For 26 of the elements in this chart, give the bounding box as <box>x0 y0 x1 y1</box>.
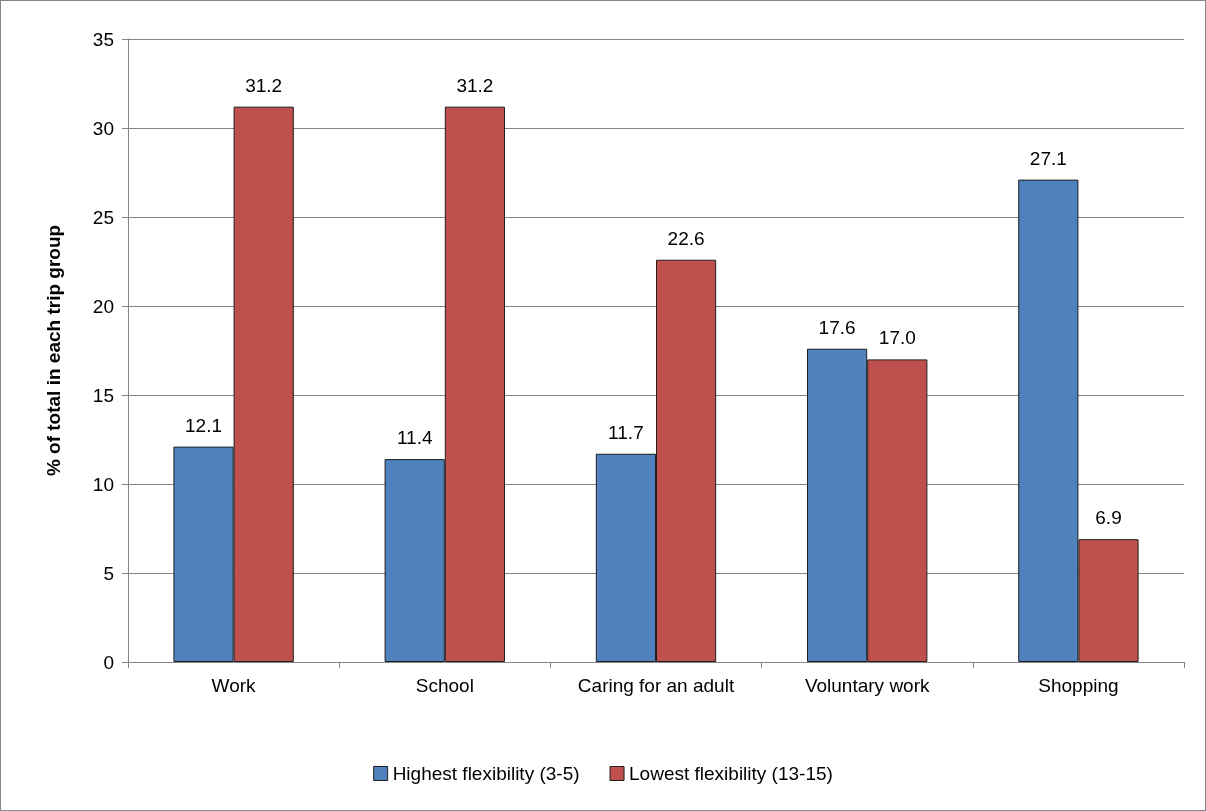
y-tick-label: 10 <box>92 473 114 495</box>
y-tick-label: 15 <box>92 384 114 406</box>
y-tick-label: 30 <box>92 117 114 139</box>
x-tick-label: Caring for an adult <box>577 675 735 696</box>
x-tick-label: Shopping <box>1038 675 1119 696</box>
data-label: 31.2 <box>456 74 494 96</box>
y-tick-label: 20 <box>92 295 114 317</box>
y-tick-label: 0 <box>103 651 114 673</box>
legend-label: Highest flexibility (3-5) <box>392 763 580 784</box>
data-label: 17.6 <box>818 316 856 338</box>
x-tick-label: School <box>415 675 474 696</box>
data-label: 11.4 <box>396 427 433 449</box>
y-tick-label: 35 <box>92 28 114 50</box>
y-axis-title: % of total in each trip group <box>43 224 64 477</box>
data-label: 12.1 <box>185 414 222 436</box>
data-label: 6.9 <box>1095 507 1122 529</box>
y-tick-label: 5 <box>103 562 114 584</box>
data-label: 22.6 <box>667 227 705 249</box>
data-label: 31.2 <box>245 74 283 96</box>
y-tick-label: 25 <box>92 206 114 228</box>
x-tick-label: Voluntary work <box>804 675 930 696</box>
x-tick-label: Work <box>211 675 257 696</box>
data-label: 27.1 <box>1029 147 1067 169</box>
legend-label: Lowest flexibility (13-15) <box>629 763 833 784</box>
data-label: 17.0 <box>878 327 916 349</box>
data-label: 11.7 <box>608 421 644 443</box>
